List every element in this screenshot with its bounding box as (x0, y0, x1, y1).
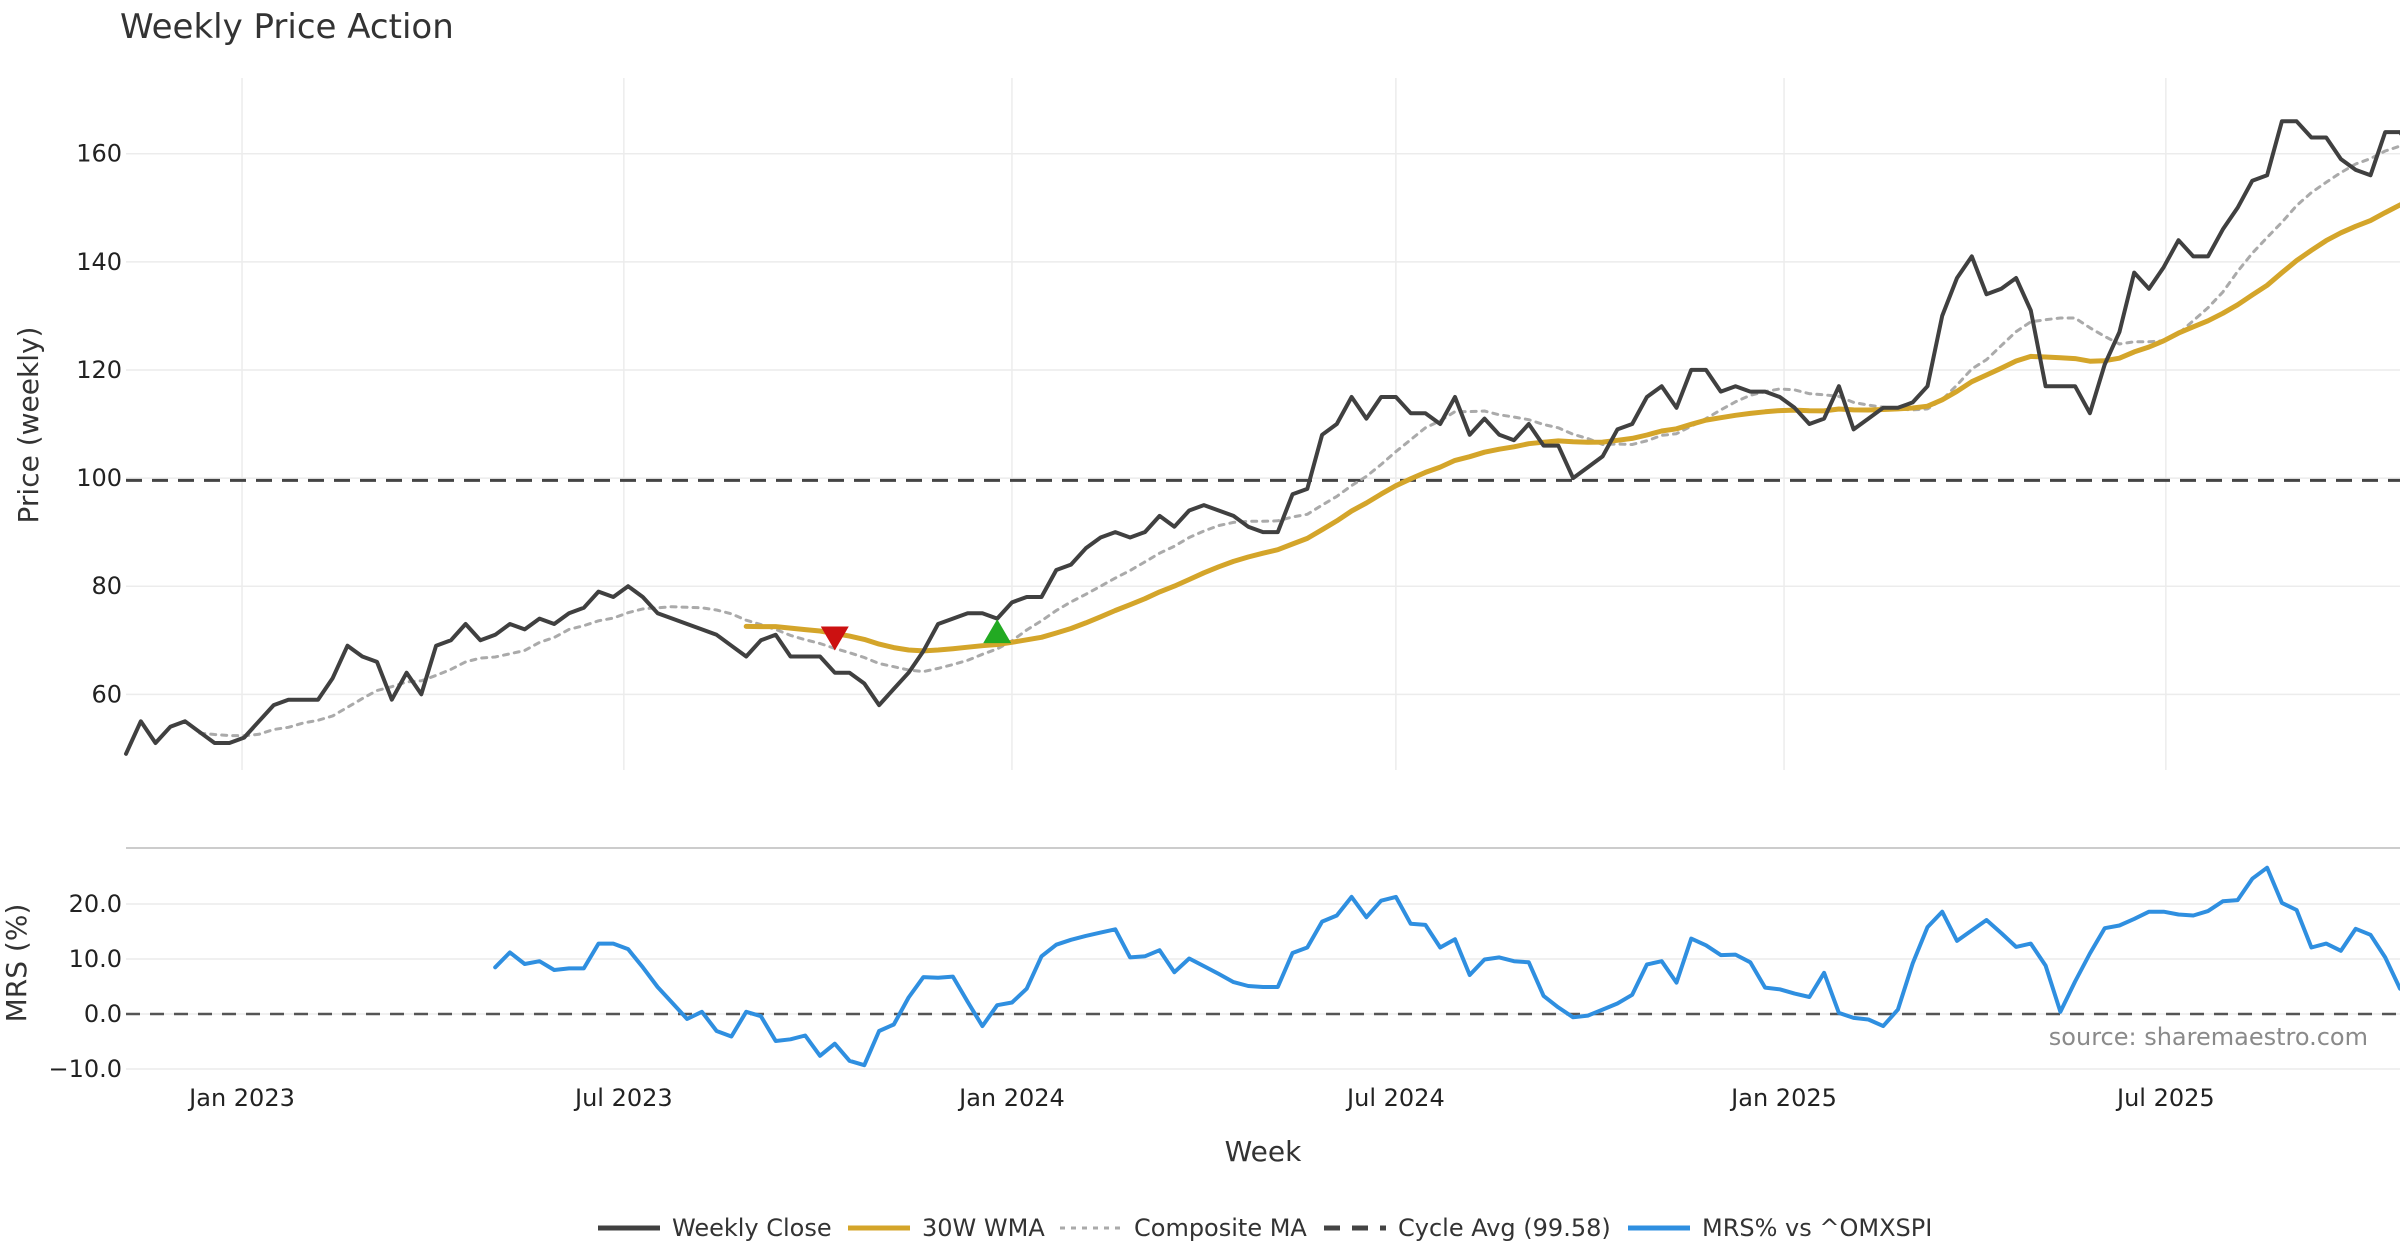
price-y-tick-label: 80 (91, 572, 122, 600)
mrs-y-tick-label: 10.0 (69, 945, 122, 973)
price-series-layer (124, 119, 2400, 756)
mrs-line (493, 865, 2400, 1068)
x-axis: Jan 2023 Jul 2023 Jan 2024 Jul 2024 Jan 2025… (187, 1084, 2215, 1112)
chart-title: Weekly Price Action (120, 7, 454, 47)
price-y-tick-label: 120 (76, 356, 122, 384)
weekly-close-line (124, 119, 2400, 756)
x-tick-label: Jan 2023 (187, 1084, 295, 1112)
source-label: source: sharemaestro.com (2049, 1023, 2368, 1051)
price-y-axis: 60 80 100 120 140 160 (76, 140, 122, 709)
price-panel-grid (126, 78, 2400, 770)
legend: Weekly Close 30W WMA Composite MA Cycle Avg… (598, 1214, 1932, 1242)
legend-label: MRS% vs ^OMXSPI (1702, 1214, 1932, 1242)
x-tick-label: Jul 2023 (573, 1084, 673, 1112)
mrs-y-tick-label: 0.0 (84, 1000, 122, 1028)
mrs-series-layer (126, 865, 2400, 1068)
price-y-axis-title: Price (weekly) (12, 327, 45, 524)
price-y-tick-label: 60 (91, 680, 122, 708)
legend-label: Weekly Close (672, 1214, 832, 1242)
legend-label: 30W WMA (922, 1214, 1045, 1242)
buy-signal-marker (983, 619, 1012, 644)
x-tick-label: Jul 2024 (1345, 1084, 1445, 1112)
mrs-y-axis: 20.0 10.0 0.0 −10.0 (48, 890, 122, 1083)
x-tick-label: Jan 2025 (1729, 1084, 1837, 1112)
x-axis-title: Week (1225, 1135, 1302, 1168)
x-tick-label: Jan 2024 (957, 1084, 1065, 1112)
legend-label: Composite MA (1134, 1214, 1307, 1242)
wma-30w-line (743, 202, 2400, 654)
legend-label: Cycle Avg (99.58) (1398, 1214, 1611, 1242)
sell-signal-marker (820, 626, 849, 651)
mrs-y-tick-label: −10.0 (48, 1055, 122, 1083)
price-y-tick-label: 140 (76, 248, 122, 276)
x-tick-label: Jul 2025 (2115, 1084, 2215, 1112)
composite-ma-line (198, 144, 2400, 738)
price-y-tick-label: 160 (76, 140, 122, 168)
mrs-y-axis-title: MRS (%) (0, 904, 33, 1023)
price-y-tick-label: 100 (76, 464, 122, 492)
mrs-y-tick-label: 20.0 (69, 890, 122, 918)
